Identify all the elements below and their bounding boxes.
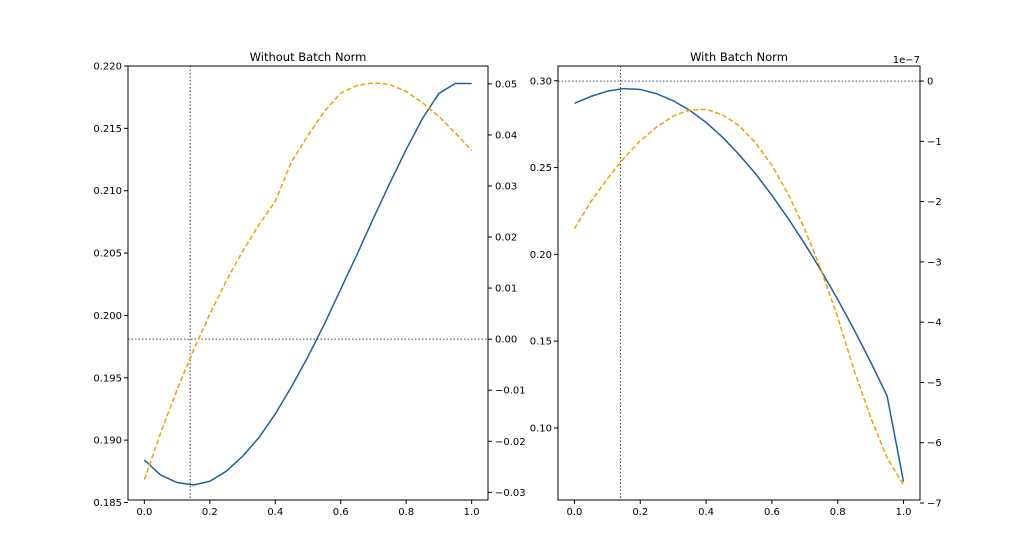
- y-left-tick-label: 0.190: [93, 436, 122, 447]
- y-right-tick-label: −5: [927, 378, 942, 389]
- subplot-1: Without Batch Norm 0.0 0.2 0.4 0.6 0.8 1.0 0.18…: [93, 50, 525, 518]
- y-right-tick-label: 0: [927, 77, 933, 88]
- y-left-tick-label: 0.205: [93, 249, 122, 260]
- x-tick-label: 1.0: [896, 507, 912, 518]
- plot-frame: [127, 65, 489, 501]
- y-left-tick-label: 0.210: [93, 186, 122, 197]
- y-left-tick-label: 0.215: [93, 124, 122, 135]
- x-tick-label: 0.8: [830, 507, 846, 518]
- y-right-tick-label: 0.03: [495, 181, 517, 192]
- y-right-tick-label: −2: [927, 197, 942, 208]
- y-right-tick-label: 0.04: [495, 130, 517, 141]
- y-left-tick-label: 0.25: [530, 163, 552, 174]
- x-tick-label: 1.0: [464, 507, 480, 518]
- y-left-tick-label: 0.20: [530, 250, 552, 261]
- y-right-tick-label: −0.01: [495, 386, 526, 397]
- series-line-left: [574, 87, 905, 482]
- y-right-tick-label: −0.02: [495, 437, 526, 448]
- y-right-offset-label: 1e−7: [893, 55, 920, 66]
- subplot-2: With Batch Norm 0.0 0.2 0.4 0.6 0.8 1.0 0.10 0.1…: [530, 50, 942, 518]
- y-right-tick-label: −7: [927, 499, 942, 510]
- x-tick-label: 0.0: [136, 507, 152, 518]
- series-line-right: [573, 108, 905, 486]
- y-left-tick-label: 0.220: [93, 62, 122, 73]
- x-tick-label: 0.0: [567, 507, 583, 518]
- y-right-tick-label: 0.02: [495, 233, 517, 244]
- y-left-tick-label: 0.10: [530, 423, 552, 434]
- y-left-tick-label: 0.30: [530, 76, 552, 87]
- x-tick-label: 0.4: [698, 507, 714, 518]
- x-tick-label: 0.6: [764, 507, 780, 518]
- y-right-tick-label: 0.00: [495, 335, 517, 346]
- plot-frame: [557, 65, 921, 501]
- x-tick-label: 0.8: [398, 507, 414, 518]
- series-line-right: [143, 82, 473, 480]
- y-right-tick-label: −3: [927, 257, 942, 268]
- chart-title: With Batch Norm: [690, 50, 788, 64]
- chart-title: Without Batch Norm: [250, 50, 367, 64]
- x-tick-label: 0.4: [267, 507, 283, 518]
- y-right-tick-label: −1: [927, 137, 942, 148]
- y-right-tick-label: −4: [927, 318, 942, 329]
- y-right-tick-label: −0.03: [495, 488, 526, 499]
- x-tick-label: 0.2: [202, 507, 218, 518]
- y-right-tick-label: 0.05: [495, 79, 517, 90]
- x-tick-label: 0.2: [632, 507, 648, 518]
- y-left-tick-label: 0.200: [93, 311, 122, 322]
- y-left-tick-label: 0.15: [530, 337, 552, 348]
- x-tick-label: 0.6: [333, 507, 349, 518]
- y-left-tick-label: 0.185: [93, 498, 122, 509]
- y-right-tick-label: 0.01: [495, 284, 517, 295]
- y-left-tick-label: 0.195: [93, 373, 122, 384]
- series-line-left: [143, 82, 472, 486]
- y-right-tick-label: −6: [927, 438, 942, 449]
